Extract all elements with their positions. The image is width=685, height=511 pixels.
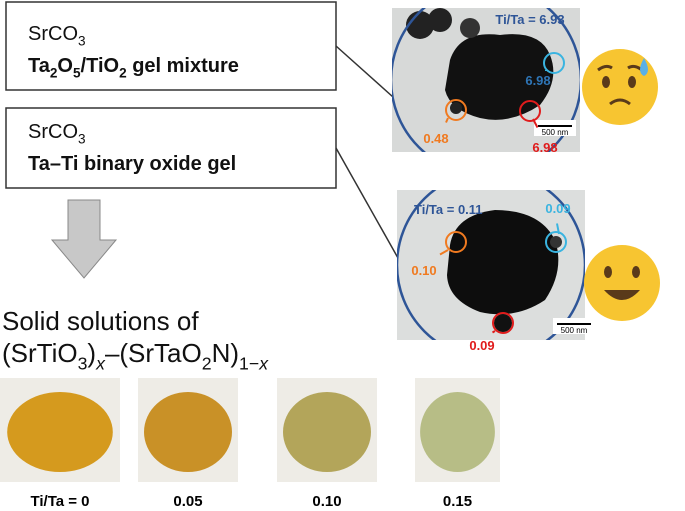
ratio-label: Ti/Ta = 0.11 <box>414 202 483 217</box>
text-run: SrCO <box>28 23 78 45</box>
worried-emoji <box>582 49 658 125</box>
box <box>5 1 337 91</box>
subscript: 2 <box>202 353 212 373</box>
text-run: /TiO <box>81 55 120 77</box>
sample-label: 0.10 <box>312 493 341 510</box>
sample-label: Ti/Ta = 0 <box>30 493 89 510</box>
sample-label: 0.05 <box>173 493 202 510</box>
spot-circle <box>445 231 467 253</box>
spot-label: 0.48 <box>423 131 448 146</box>
subscript: x <box>258 353 269 373</box>
text-run: (SrTiO <box>2 338 78 368</box>
formula: SrCO3 <box>28 23 86 49</box>
text-run: SrCO <box>28 121 78 143</box>
text-run: gel mixture <box>127 55 239 77</box>
spot-label: 0.09 <box>545 201 570 216</box>
sample-powder <box>420 392 495 472</box>
connector <box>335 45 394 98</box>
sample-label: 0.15 <box>443 493 472 510</box>
scale-label: 500 nm <box>542 128 569 137</box>
formula: Ta–Ti binary oxide gel <box>28 153 236 175</box>
formula: SrCO3 <box>28 121 86 147</box>
spot-arrow <box>439 249 449 256</box>
sample-powder <box>7 392 113 472</box>
text-run: N) <box>212 338 239 368</box>
spot-label: 6.98 <box>532 140 557 155</box>
text-run: Solid solutions of <box>2 306 199 336</box>
spot-arrow <box>445 117 449 123</box>
scale-bar-bg <box>553 318 595 334</box>
subscript: 2 <box>119 66 127 81</box>
spot-arrow <box>532 118 539 128</box>
text-run: ) <box>87 338 96 368</box>
sample-powder <box>144 392 232 472</box>
text-run: –(SrTaO <box>105 338 202 368</box>
formula: Solid solutions of <box>2 306 199 336</box>
spot-arrow <box>556 223 560 235</box>
spot-circle <box>519 100 541 122</box>
down-arrow <box>50 199 118 279</box>
spot-label: 0.10 <box>411 263 436 278</box>
spot-label: 6.98 <box>525 73 550 88</box>
scale-label: 500 nm <box>561 326 588 335</box>
tem-image <box>397 190 585 340</box>
sample-powder <box>283 392 371 472</box>
ratio-label: Ti/Ta = 6.93 <box>495 12 564 27</box>
spot-label: 0.09 <box>469 338 494 353</box>
spot-arrow <box>491 330 496 334</box>
formula: (SrTiO3)x–(SrTaO2N)1−x <box>2 338 269 373</box>
formula: Ta2O5/TiO2 gel mixture <box>28 55 239 81</box>
scale-bar-bg <box>534 120 576 136</box>
tem-image <box>392 8 580 152</box>
spot-circle <box>445 99 467 121</box>
subscript: 3 <box>78 132 86 147</box>
text-run: O <box>57 55 73 77</box>
subscript: 3 <box>78 353 88 373</box>
text-run: Ta–Ti binary oxide gel <box>28 153 236 175</box>
happy-emoji <box>584 245 660 321</box>
subscript: 1− <box>239 353 259 373</box>
subscript: 5 <box>73 66 81 81</box>
spot-circle <box>492 312 514 334</box>
subscript: 2 <box>50 66 58 81</box>
box <box>5 107 337 189</box>
spot-circle <box>545 231 567 253</box>
subscript: 3 <box>78 34 86 49</box>
spot-circle <box>543 52 565 74</box>
connector <box>335 147 399 259</box>
subscript: x <box>95 353 106 373</box>
text-run: Ta <box>28 55 51 77</box>
